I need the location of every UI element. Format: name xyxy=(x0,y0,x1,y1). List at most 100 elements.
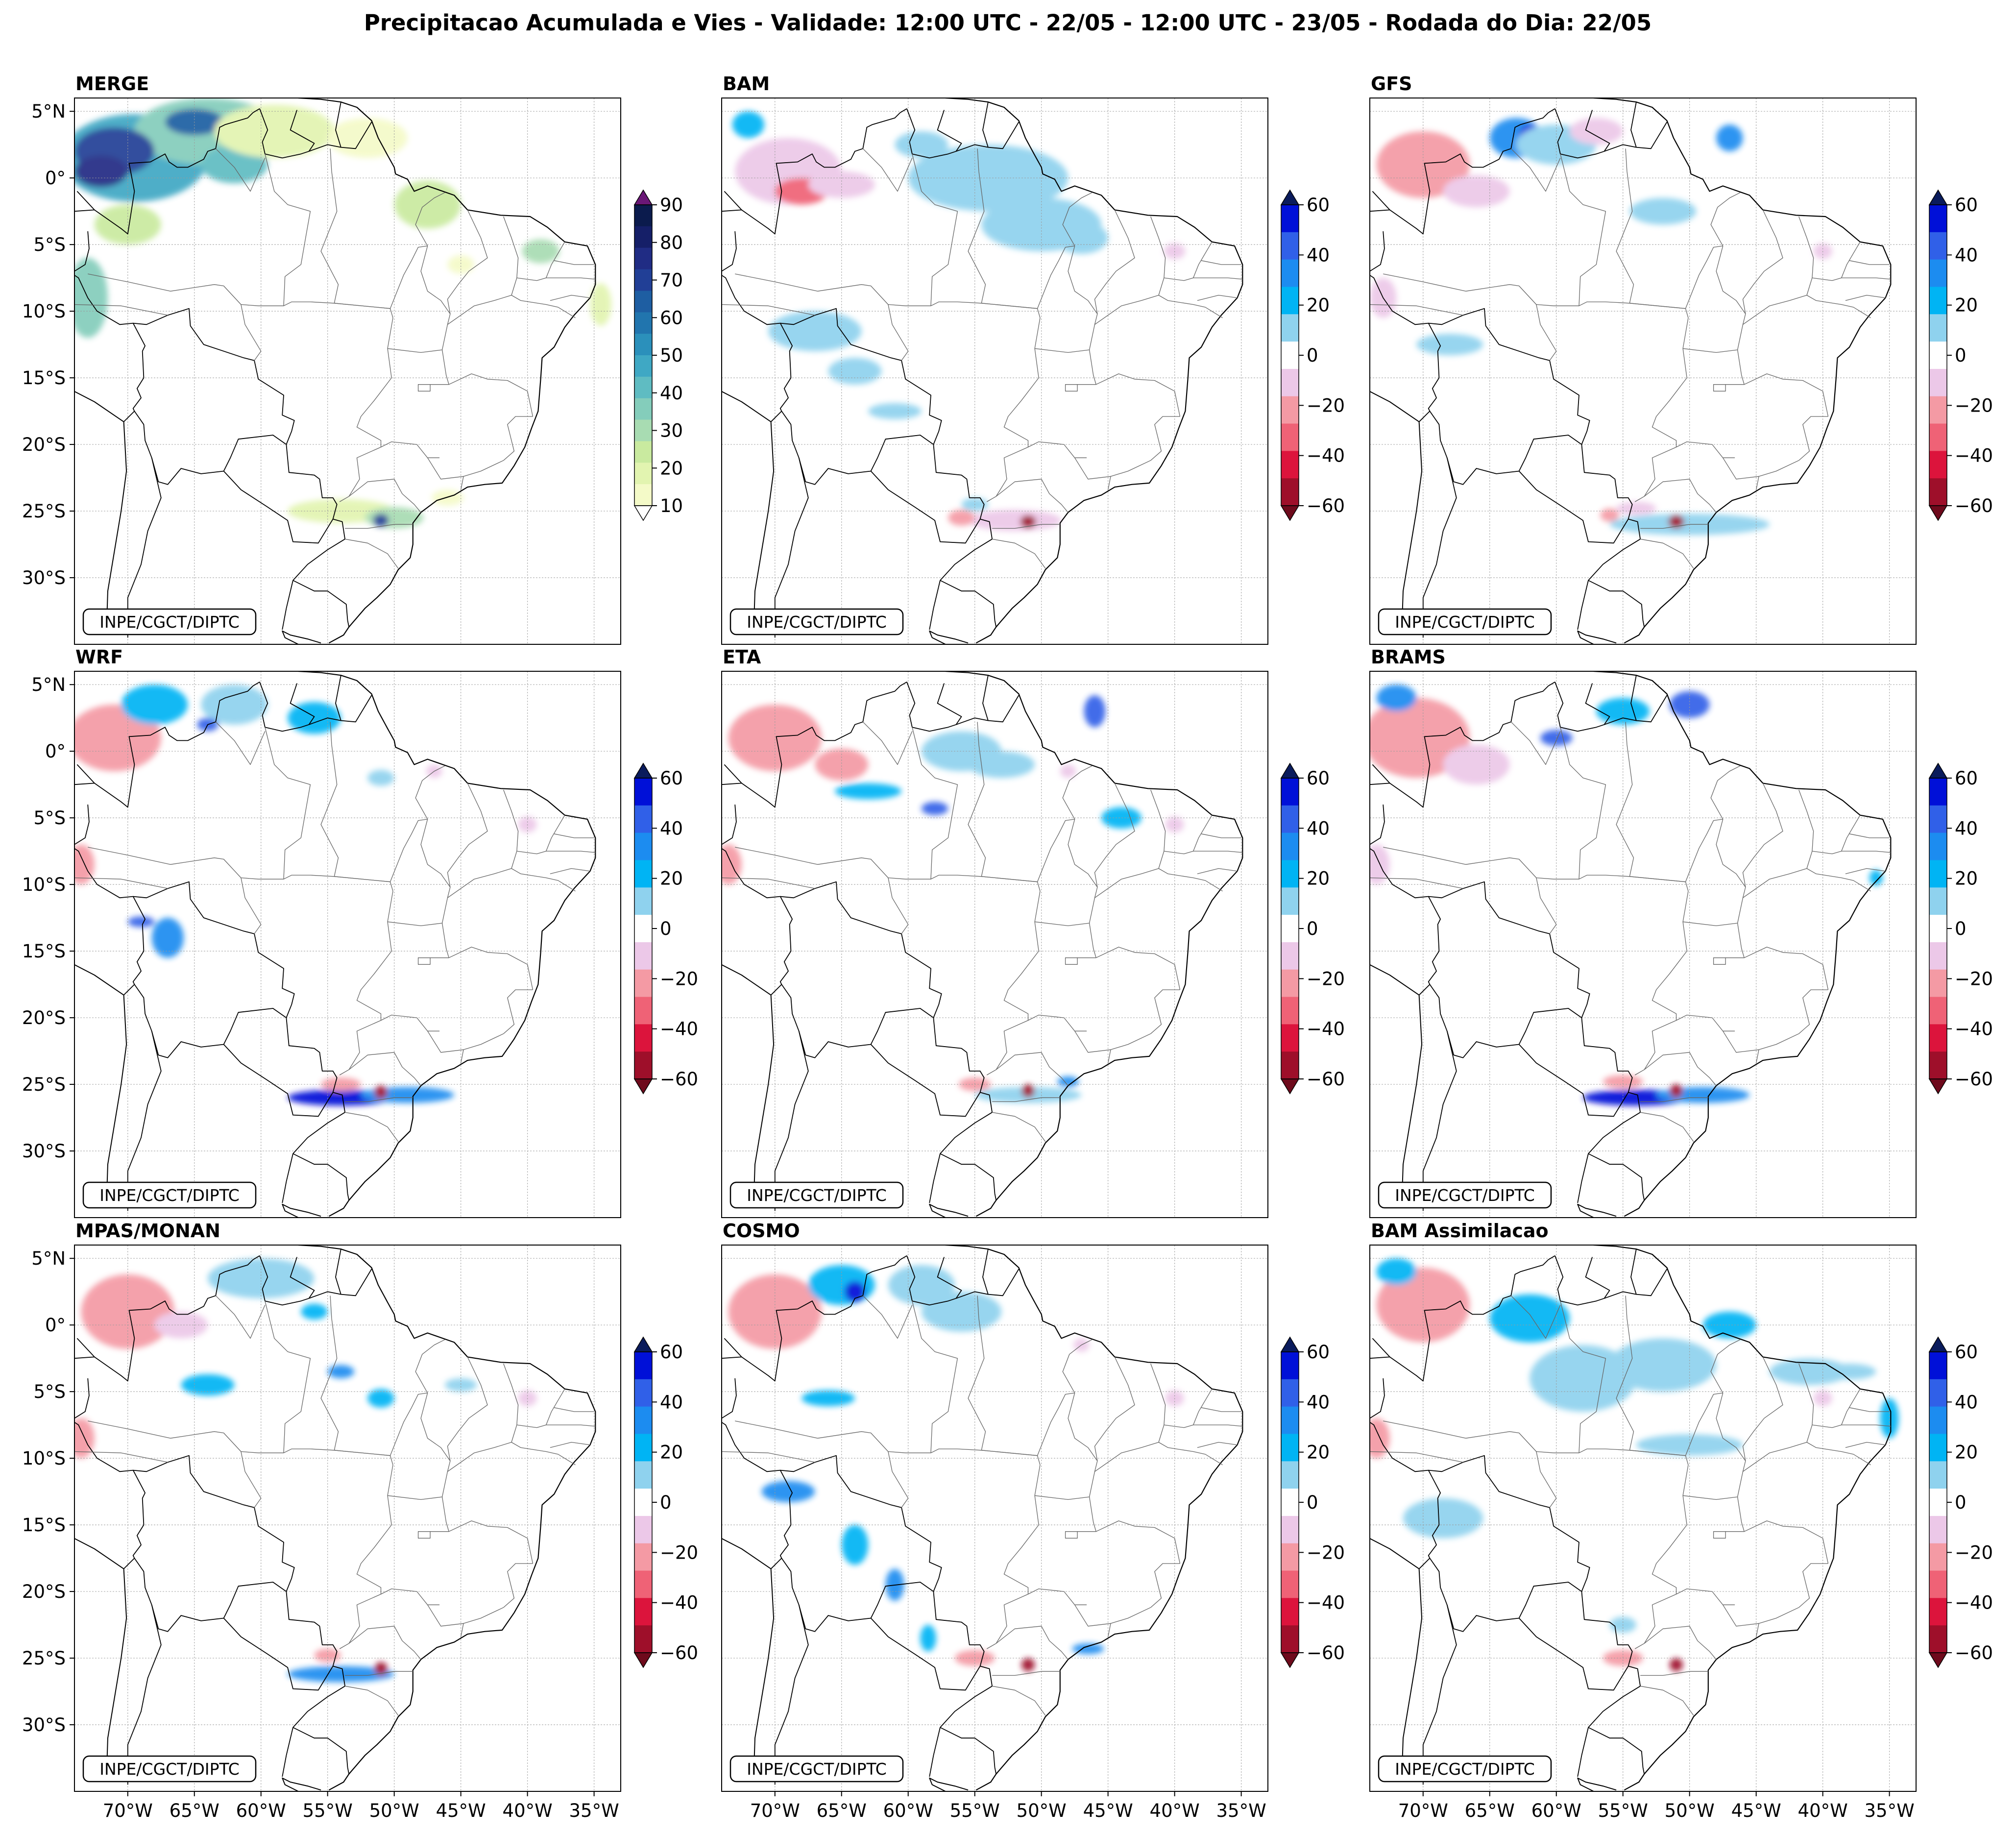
colorbar-tick-label: 40 xyxy=(1307,818,1330,839)
colorbar-tick-label: 20 xyxy=(1307,295,1330,316)
state-border xyxy=(1744,947,1829,990)
country-border xyxy=(1555,1255,1668,1306)
lon-tick-label: 60°W xyxy=(236,1800,286,1821)
field-cell xyxy=(761,1481,815,1502)
country-border xyxy=(724,1338,742,1358)
colorbar-tick-label: −20 xyxy=(1307,1542,1345,1563)
state-border xyxy=(546,1424,596,1427)
state-border xyxy=(1798,416,1828,461)
figure-title: Precipitacao Acumulada e Vies - Validade… xyxy=(364,10,1652,36)
colorbar-segment xyxy=(634,1406,652,1434)
colorbar-segment xyxy=(1929,1489,1947,1516)
state-border xyxy=(862,721,913,765)
colorbar-segment xyxy=(1281,232,1299,260)
coastline-pacific xyxy=(1370,964,1423,1204)
state-border xyxy=(344,1112,399,1142)
state-border xyxy=(1197,868,1238,875)
country-border xyxy=(292,1727,350,1774)
country-border xyxy=(74,1421,146,1569)
country-border xyxy=(940,1665,993,1728)
credit-frame xyxy=(1378,608,1552,636)
credit-box: INPE/CGCT/DIPTC xyxy=(82,608,257,636)
state-border xyxy=(1616,148,1634,303)
map-frame xyxy=(721,1245,1268,1792)
field-layer xyxy=(728,1265,1184,1672)
colorbar-segment xyxy=(1929,1598,1947,1626)
state-border xyxy=(1193,277,1243,280)
field-layer xyxy=(74,1258,537,1682)
state-border xyxy=(241,878,262,934)
lon-tick-label: 45°W xyxy=(1731,1800,1781,1821)
colorbar-segment xyxy=(634,441,652,463)
state-border xyxy=(241,304,262,361)
colorbar-segment xyxy=(1281,1543,1299,1571)
state-border xyxy=(1164,815,1213,855)
country-border xyxy=(335,675,341,721)
country-border xyxy=(780,881,942,1018)
colorbar-segment xyxy=(634,247,652,270)
country-border xyxy=(223,1617,334,1691)
state-border xyxy=(1201,260,1241,265)
colorbar-segment xyxy=(1281,1461,1299,1489)
state-border xyxy=(1094,1357,1135,1461)
country-border xyxy=(1370,274,1441,422)
panel-title: MPAS/MONAN xyxy=(75,1220,220,1242)
lat-tick-label: 10°S xyxy=(22,874,66,895)
field-cell xyxy=(1084,695,1106,728)
field-layer xyxy=(74,685,537,1106)
colorbar-eta: 60 40 20 0 −20 −40 −60 xyxy=(1280,762,1345,1095)
state-border xyxy=(554,260,594,265)
colorbar-tick-label: −20 xyxy=(1955,1542,1993,1563)
field-cell xyxy=(1669,1658,1683,1672)
colorbar-tick-label: −20 xyxy=(1307,968,1345,989)
country-border xyxy=(1429,984,1582,1058)
colorbar-segment xyxy=(634,832,652,860)
state-border xyxy=(1744,373,1829,417)
state-border xyxy=(320,148,339,303)
state-border xyxy=(1841,277,1891,280)
coastline-river-plate xyxy=(1577,630,1617,644)
colorbar-tick-label: −60 xyxy=(1307,1069,1345,1090)
state-border xyxy=(265,154,311,306)
state-border xyxy=(735,273,1038,309)
country-border xyxy=(937,683,962,725)
credit-box: INPE/CGCT/DIPTC xyxy=(729,1181,904,1209)
credit-frame xyxy=(82,1181,257,1209)
country-border xyxy=(982,102,989,147)
country-border xyxy=(292,1092,345,1154)
coastline xyxy=(1593,98,1892,644)
map-panel-wrf: WRF INPE/CGCT/DIPTC 5°N 0° 5°S 10°S 15°S 20°S 25… xyxy=(22,646,698,1218)
state-border xyxy=(503,1363,519,1443)
colorbar-segment xyxy=(634,463,652,485)
lat-tick-label: 30°S xyxy=(22,1714,66,1736)
colorbar-segment xyxy=(1281,287,1299,315)
coastline xyxy=(297,1245,596,1791)
country-border xyxy=(1588,1665,1641,1728)
colorbar-segment xyxy=(634,1570,652,1598)
state-border xyxy=(345,524,413,529)
state-border xyxy=(981,303,1041,502)
map-panel-brams: BRAMS INPE/CGCT/DIPTC 60 40 20 0 −20 −40 −60 xyxy=(1369,646,1993,1218)
field-cell xyxy=(181,1374,235,1396)
country-border xyxy=(724,764,742,784)
colorbar-tick-label: −20 xyxy=(1955,968,1993,989)
colorbar-extend-under xyxy=(1280,1652,1300,1668)
field-cell xyxy=(1600,508,1619,522)
state-border xyxy=(1841,851,1891,853)
credit-frame xyxy=(729,608,904,636)
state-border xyxy=(1037,1339,1093,1456)
state-border xyxy=(1095,373,1181,417)
country-border xyxy=(774,1605,809,1785)
colorbar-tick-label: 0 xyxy=(1955,1492,1967,1513)
country-border xyxy=(1370,682,1555,808)
state-border xyxy=(1644,479,1717,513)
colorbar-segment xyxy=(1929,1051,1947,1079)
colorbar-extend-under xyxy=(1280,505,1300,521)
lon-tick-label: 65°W xyxy=(170,1800,219,1821)
state-border xyxy=(503,789,519,869)
colorbar-segment xyxy=(1281,1024,1299,1052)
state-border xyxy=(1629,1450,1689,1649)
coastline xyxy=(1593,671,1892,1217)
state-border xyxy=(1685,1339,1741,1456)
lon-tick-label: 55°W xyxy=(1598,1800,1648,1821)
